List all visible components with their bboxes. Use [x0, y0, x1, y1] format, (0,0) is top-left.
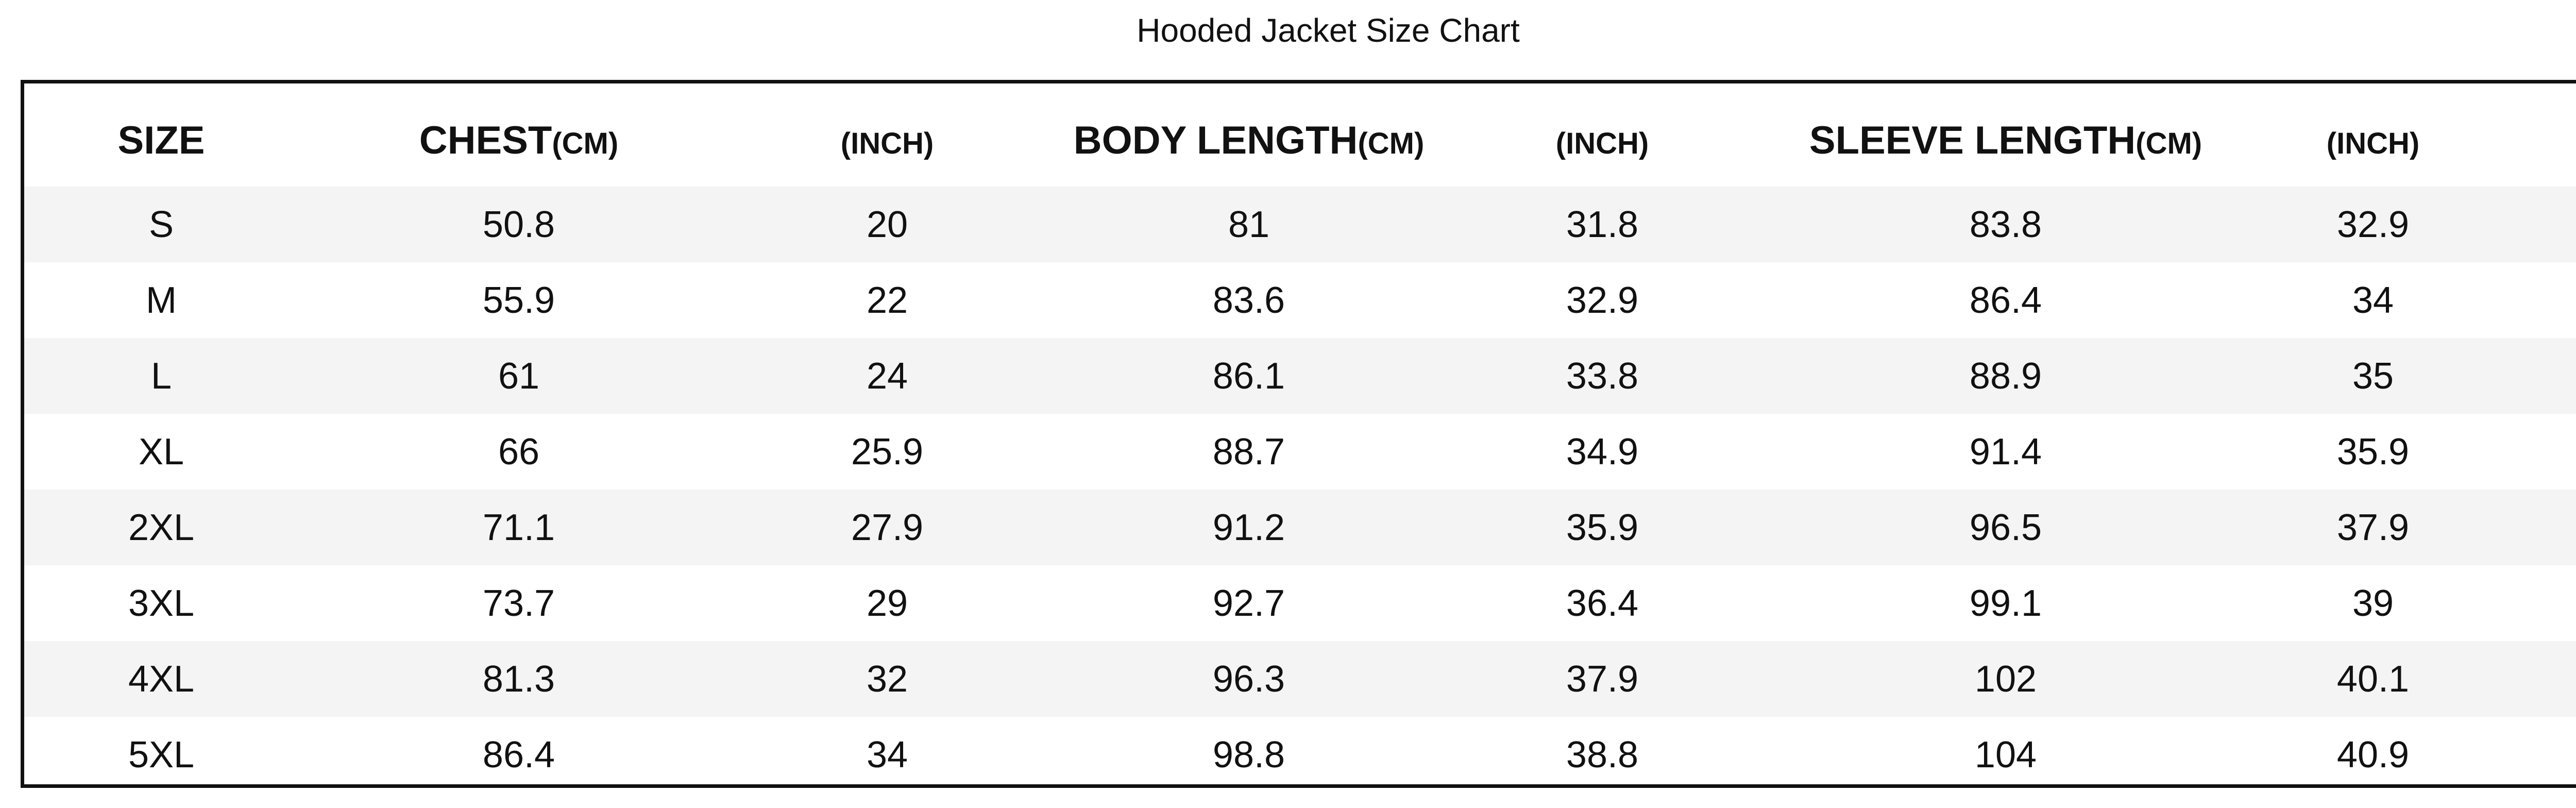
cell-body-length-inch: 31.8 — [1566, 204, 1639, 245]
cell-body-length-inch: 34.9 — [1566, 431, 1639, 473]
cell-chest-cm: 73.7 — [482, 582, 555, 624]
cell-sleeve-length-cm: 91.4 — [1969, 431, 2042, 473]
cell-sleeve-length-inch: 32.9 — [2336, 204, 2410, 245]
cell-body-length-cm: 88.7 — [1212, 431, 1285, 473]
cell-chest-inch: 27.9 — [851, 507, 924, 548]
header-size: SIZE — [117, 118, 205, 162]
cell-chest-inch: 24 — [866, 355, 908, 397]
cell-sleeve-length-cm: 96.5 — [1969, 507, 2042, 548]
cell-body-length-inch: 37.9 — [1566, 658, 1639, 700]
table-row: 2XL 71.1 27.9 91.2 35.9 96.5 37.9 — [24, 490, 2576, 565]
table-row: S 50.8 20 81 31.8 83.8 32.9 — [24, 187, 2576, 262]
cell-body-length-cm: 92.7 — [1212, 582, 1285, 624]
cell-sleeve-length-inch: 35.9 — [2336, 431, 2410, 473]
cell-body-length-inch: 32.9 — [1566, 279, 1639, 321]
table-row: M 55.9 22 83.6 32.9 86.4 34 — [24, 262, 2576, 338]
cell-chest-inch: 22 — [866, 279, 908, 321]
header-chest-cm: CHEST (CM) — [419, 118, 619, 162]
cell-sleeve-length-cm: 99.1 — [1969, 582, 2042, 624]
cell-size: S — [148, 204, 174, 245]
cell-chest-cm: 71.1 — [482, 507, 555, 548]
cell-sleeve-length-cm: 88.9 — [1969, 355, 2042, 397]
cell-sleeve-length-cm: 83.8 — [1969, 204, 2042, 245]
cell-size: XL — [138, 431, 184, 473]
table-row: 5XL 86.4 34 98.8 38.8 104 40.9 — [24, 717, 2576, 784]
cell-sleeve-length-inch: 39 — [2352, 582, 2394, 624]
cell-sleeve-length-inch: 40.1 — [2336, 658, 2410, 700]
cell-chest-inch: 20 — [866, 204, 908, 245]
cell-body-length-cm: 98.8 — [1212, 734, 1285, 776]
cell-size: 4XL — [128, 658, 195, 700]
cell-body-length-inch: 35.9 — [1566, 507, 1639, 548]
table-row: L 61 24 86.1 33.8 88.9 35 — [24, 338, 2576, 414]
cell-body-length-cm: 83.6 — [1212, 279, 1285, 321]
table-row: XL 66 25.9 88.7 34.9 91.4 35.9 — [24, 414, 2576, 490]
header-body-length-cm: BODY LENGTH (CM) — [1073, 118, 1425, 162]
cell-sleeve-length-inch: 35 — [2352, 355, 2394, 397]
cell-sleeve-length-cm: 86.4 — [1969, 279, 2042, 321]
cell-body-length-inch: 36.4 — [1566, 582, 1639, 624]
table-row: 4XL 81.3 32 96.3 37.9 102 40.1 — [24, 641, 2576, 717]
cell-sleeve-length-cm: 104 — [1974, 734, 2037, 776]
cell-sleeve-length-inch: 34 — [2352, 279, 2394, 321]
table-row: 3XL 73.7 29 92.7 36.4 99.1 39 — [24, 565, 2576, 641]
cell-body-length-inch: 38.8 — [1566, 734, 1639, 776]
cell-body-length-inch: 33.8 — [1566, 355, 1639, 397]
cell-size: L — [150, 355, 172, 397]
header-sleeve-length-inch: (INCH) — [2326, 126, 2420, 160]
cell-chest-cm: 55.9 — [482, 279, 555, 321]
page-title: Hooded Jacket Size Chart — [1137, 12, 1520, 49]
cell-chest-cm: 66 — [498, 431, 540, 473]
cell-body-length-cm: 86.1 — [1212, 355, 1285, 397]
cell-chest-cm: 50.8 — [482, 204, 555, 245]
cell-chest-inch: 34 — [866, 734, 908, 776]
cell-body-length-cm: 81 — [1228, 204, 1270, 245]
header-sleeve-length-cm: SLEEVE LENGTH (CM) — [1809, 118, 2202, 162]
cell-chest-inch: 25.9 — [851, 431, 924, 473]
cell-body-length-cm: 91.2 — [1212, 507, 1285, 548]
cell-size: 5XL — [128, 734, 195, 776]
table-header-row: SIZE CHEST (CM) (INCH) BODY LENGTH (CM) (I… — [24, 83, 2576, 187]
cell-size: 2XL — [128, 507, 195, 548]
cell-chest-cm: 61 — [498, 355, 540, 397]
header-body-length-inch: (INCH) — [1555, 126, 1649, 160]
size-chart-table: SIZE CHEST (CM) (INCH) BODY LENGTH (CM) (I… — [21, 80, 2576, 788]
cell-sleeve-length-inch: 40.9 — [2336, 734, 2410, 776]
cell-sleeve-length-cm: 102 — [1974, 658, 2037, 700]
cell-body-length-cm: 96.3 — [1212, 658, 1285, 700]
cell-sleeve-length-inch: 37.9 — [2336, 507, 2410, 548]
cell-size: 3XL — [128, 582, 195, 624]
cell-chest-inch: 32 — [866, 658, 908, 700]
cell-chest-cm: 81.3 — [482, 658, 555, 700]
cell-size: M — [146, 279, 177, 321]
header-chest-inch: (INCH) — [840, 126, 934, 160]
cell-chest-cm: 86.4 — [482, 734, 555, 776]
cell-chest-inch: 29 — [866, 582, 908, 624]
